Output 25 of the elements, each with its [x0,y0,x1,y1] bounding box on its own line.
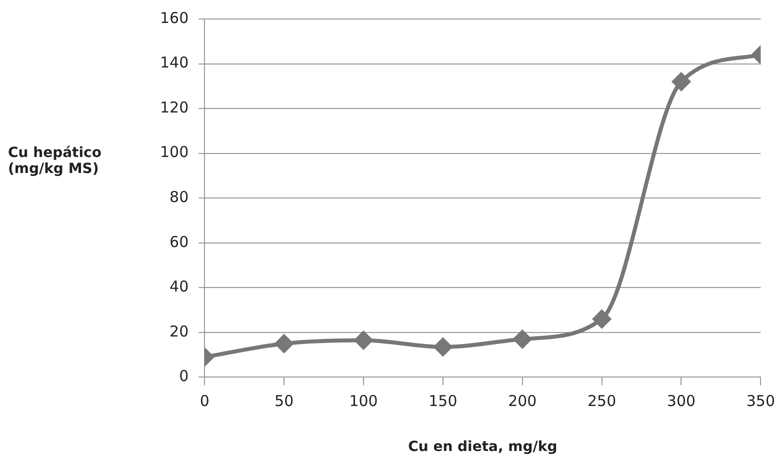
y-axis-title: Cu hepático (mg/kg MS) [8,145,102,177]
point [513,330,532,348]
x-tick-label: 250 [587,392,616,410]
point [354,331,373,350]
x-tick-label: 100 [349,392,378,410]
y-tick-label: 160 [160,8,189,27]
y-tick-label: 140 [160,54,189,72]
point [434,338,452,356]
x-tick-label: 300 [666,392,696,410]
point [275,334,294,353]
x-tick-label: 50 [274,392,294,410]
x-tick-label: 0 [200,392,210,410]
y-tick-label: 0 [179,367,189,386]
x-tick-label: 150 [428,392,458,410]
y-tick-label: 120 [160,98,189,116]
x-axis-title: Cu en dieta, mg/kg [408,439,558,456]
y-tick-label: 80 [170,188,189,206]
x-tick-label: 200 [508,392,537,410]
y-tick-label: 20 [170,322,189,340]
point [672,72,690,91]
y-tick-label: 60 [170,232,189,251]
y-tick-label: 40 [170,278,189,296]
y-tick-label: 100 [160,143,189,162]
point [592,310,611,328]
x-tick-label: 350 [746,392,776,410]
